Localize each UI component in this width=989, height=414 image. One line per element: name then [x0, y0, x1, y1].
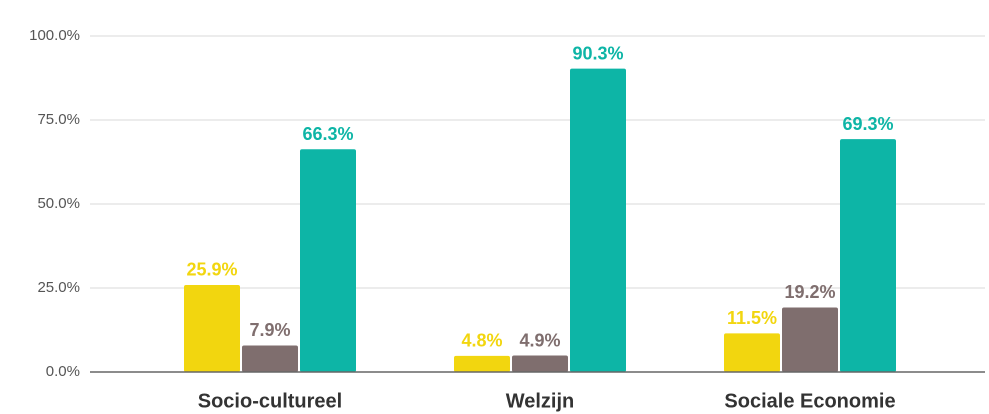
bar	[242, 345, 298, 372]
bar	[454, 355, 510, 372]
y-tick-label: 25.0%	[37, 279, 80, 296]
value-label: 11.5%	[727, 308, 777, 328]
bar	[840, 139, 896, 372]
y-tick-label: 100.0%	[29, 27, 80, 44]
value-label: 69.3%	[842, 114, 893, 134]
value-label: 4.8%	[461, 331, 502, 351]
bar	[724, 333, 780, 372]
value-label: 4.9%	[519, 330, 560, 350]
x-tick-label: Welzijn	[506, 390, 575, 412]
value-label: 90.3%	[572, 43, 623, 63]
bar	[184, 284, 240, 372]
value-label: 66.3%	[302, 124, 353, 144]
bar	[300, 149, 356, 372]
value-label: 25.9%	[186, 260, 237, 280]
x-tick-label: Socio-cultureel	[198, 390, 342, 412]
y-tick-label: 50.0%	[37, 195, 80, 212]
x-tick-label: Sociale Economie	[724, 390, 895, 412]
value-label: 19.2%	[784, 282, 835, 302]
y-tick-label: 0.0%	[46, 363, 80, 380]
value-label: 7.9%	[249, 320, 290, 340]
bar	[570, 68, 626, 372]
bar	[782, 307, 838, 372]
bar	[512, 355, 568, 372]
y-tick-label: 75.0%	[37, 111, 80, 128]
